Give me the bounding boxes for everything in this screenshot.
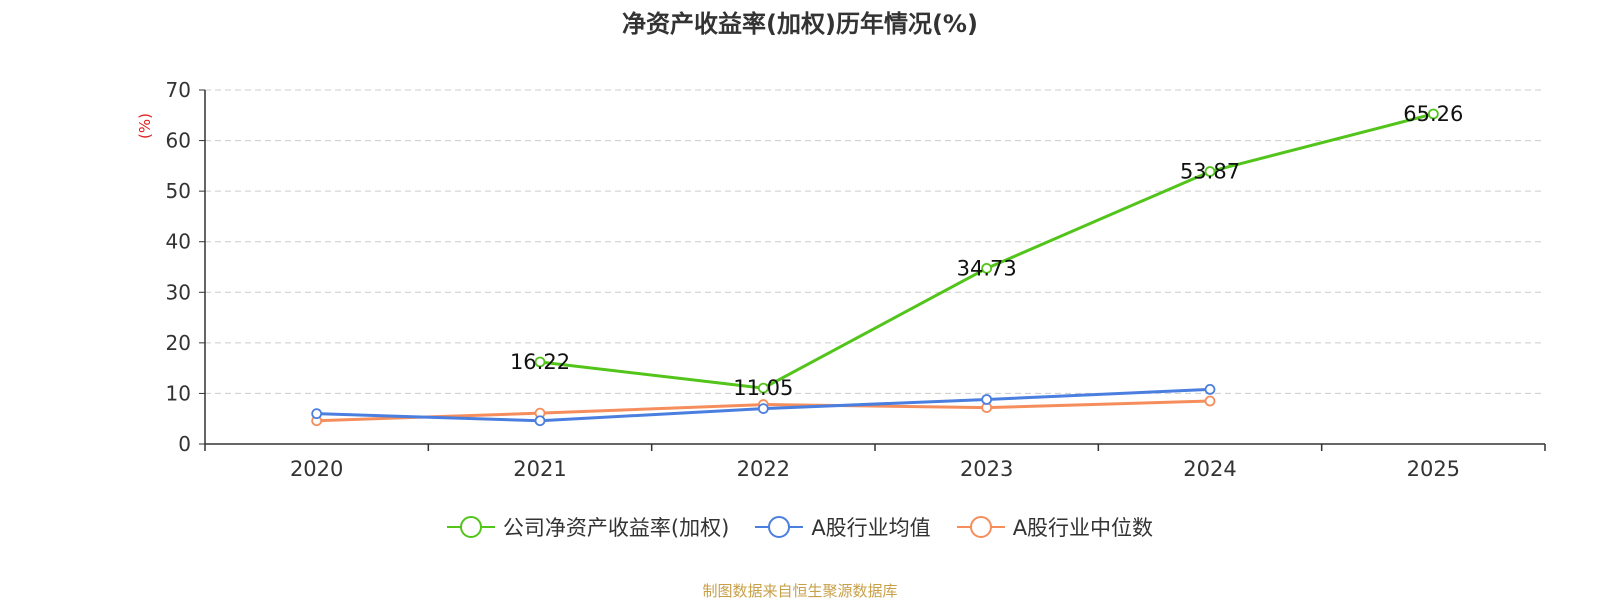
x-tick-label: 2020	[290, 457, 343, 481]
x-tick-label: 2021	[513, 457, 566, 481]
data-point	[981, 394, 993, 405]
data-point	[757, 403, 769, 415]
legend-item-industry-median[interactable]: A股行业中位数	[956, 512, 1154, 542]
y-tick-label: 30	[166, 280, 191, 304]
y-tick-label: 40	[166, 230, 191, 254]
data-label: 65.26	[1403, 102, 1463, 126]
y-axis-label: (%)	[136, 113, 154, 139]
x-tick-label: 2024	[1183, 457, 1236, 481]
x-tick-label: 2023	[960, 457, 1013, 481]
data-label: 53.87	[1180, 160, 1240, 184]
legend-line-marker-icon	[956, 516, 1005, 538]
y-tick-label: 70	[166, 78, 191, 102]
y-tick-label: 20	[166, 331, 191, 355]
data-point	[981, 262, 993, 274]
data-source-note: 制图数据来自恒生聚源数据库	[702, 582, 898, 600]
data-label: 34.73	[957, 256, 1017, 280]
chart-title: 净资产收益率(加权)历年情况(%)	[622, 10, 978, 38]
legend-item-company-roe[interactable]: 公司净资产收益率(加权)	[446, 512, 730, 542]
data-point	[1427, 108, 1439, 120]
y-tick-label: 60	[166, 129, 191, 153]
legend-line-marker-icon	[446, 516, 495, 538]
legend-label: A股行业均值	[811, 516, 931, 540]
data-label: 11.05	[733, 376, 793, 400]
y-tick-label: 0	[178, 432, 191, 456]
series-line	[539, 112, 1434, 390]
data-point	[534, 356, 546, 368]
data-point	[1204, 383, 1216, 395]
legend-item-industry-mean[interactable]: A股行业均值	[755, 512, 931, 542]
x-tick-label: 2022	[737, 457, 790, 481]
legend-label: 公司净资产收益率(加权)	[502, 516, 730, 540]
data-point	[757, 382, 769, 394]
legend-line-marker-icon	[755, 516, 804, 538]
data-point	[1204, 395, 1216, 407]
data-label: 16.22	[510, 350, 570, 374]
y-tick-label: 10	[166, 381, 191, 405]
legend-label: A股行业中位数	[1012, 516, 1154, 540]
legend: 公司净资产收益率(加权) A股行业均值 A股行业中位数	[0, 512, 1600, 542]
data-point	[1204, 166, 1216, 177]
data-point	[311, 408, 323, 420]
data-point	[534, 415, 546, 427]
y-tick-label: 50	[166, 179, 191, 203]
x-tick-label: 2025	[1407, 457, 1460, 481]
